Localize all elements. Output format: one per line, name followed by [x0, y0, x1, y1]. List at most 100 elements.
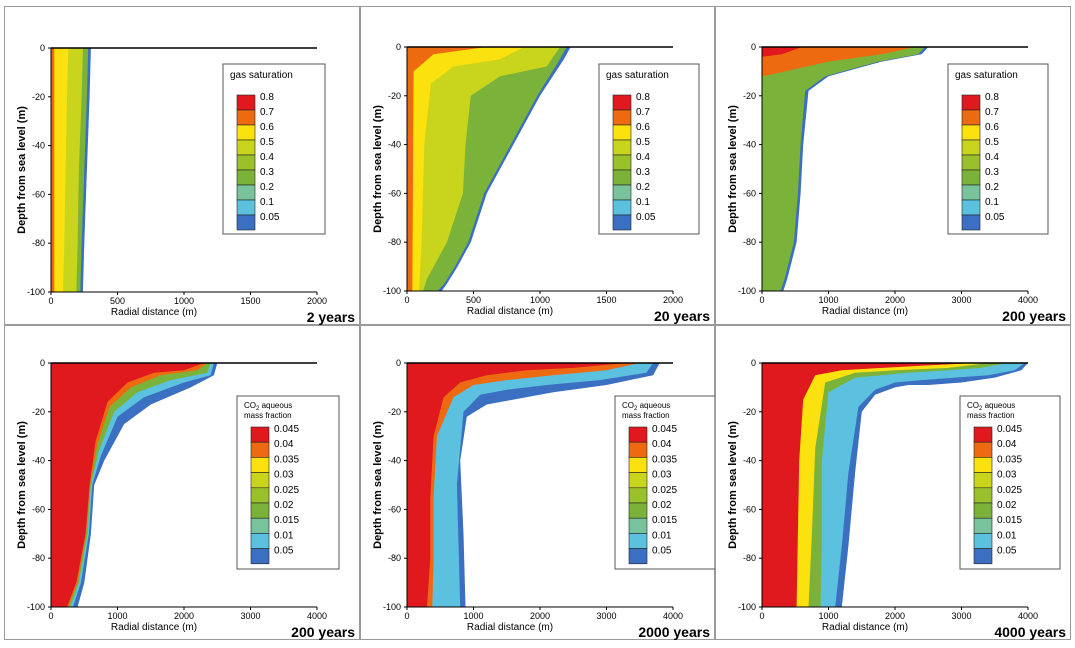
legend-swatch	[961, 109, 981, 126]
legend-swatch	[236, 94, 256, 111]
legend-label: 0.015	[274, 515, 299, 526]
legend-label: 0.05	[260, 212, 280, 223]
legend-label: 0.02	[652, 500, 672, 511]
y-tick-label: -80	[388, 553, 401, 563]
legend-label: 0.2	[260, 182, 274, 193]
x-tick-label: 1000	[107, 611, 127, 621]
legend-label: 0.05	[636, 212, 656, 223]
x-tick-label: 2000	[885, 295, 905, 305]
legend-swatch	[236, 184, 256, 201]
legend-swatch	[973, 533, 993, 549]
y-tick-label: 0	[40, 43, 45, 53]
legend-swatch	[250, 487, 270, 504]
legend-label: 0.045	[274, 424, 299, 435]
y-axis-label: Depth from sea level (m)	[16, 421, 28, 549]
legend-label: 0.015	[997, 515, 1022, 526]
legend-title: gas saturation	[955, 70, 1018, 81]
legend-swatch	[236, 109, 256, 126]
x-tick-label: 1000	[463, 611, 483, 621]
y-tick-label: -60	[743, 188, 756, 198]
legend-label: 0.04	[274, 439, 294, 450]
x-tick-label: 1000	[174, 296, 194, 306]
legend-swatch	[973, 548, 993, 565]
y-tick-label: -80	[743, 237, 756, 247]
x-axis-label: Radial distance (m)	[111, 622, 197, 633]
contour-region-0.045	[51, 363, 204, 607]
legend-label: 0.2	[985, 182, 999, 193]
y-tick-label: -100	[27, 287, 45, 297]
panel-6: 0 -20 -40 -60 -80 -100 0 1000 2000 3000 4000 Depth …	[715, 325, 1071, 640]
legend-label: 0.5	[636, 137, 650, 148]
x-tick-label: 1000	[818, 611, 838, 621]
legend-label: 0.05	[652, 546, 672, 557]
y-tick-label: -20	[743, 407, 756, 417]
time-label: 4000 years	[994, 624, 1066, 640]
legend-label: 0.025	[652, 485, 677, 496]
x-tick-label: 3000	[951, 611, 971, 621]
legend-swatch	[628, 426, 648, 443]
legend-swatch	[250, 533, 270, 549]
time-label: 20 years	[654, 308, 710, 324]
contour-chart-5: 0-20-40-60-80-1000 1000 2000 3000 4000Depth …	[372, 358, 716, 640]
legend-subtitle: mass fraction	[967, 411, 1015, 420]
y-tick-label: -100	[738, 602, 756, 612]
legend-label: 0.8	[985, 92, 999, 103]
legend-swatch	[973, 426, 993, 443]
legend-label: 0.03	[274, 470, 294, 481]
x-tick-label: 0	[48, 296, 53, 306]
legend-label: 0.7	[985, 107, 999, 118]
x-tick-label: 0	[404, 295, 409, 305]
contour-chart-3: 0-20-40-60-80-1000 1000 2000 3000 4000Depth …	[727, 42, 1066, 324]
legend-label: 0.025	[997, 485, 1022, 496]
legend-label: 0.045	[652, 424, 677, 435]
y-tick-label: -80	[32, 553, 45, 563]
y-axis-label: Depth from sea level (m)	[16, 106, 28, 234]
legend: gas saturation 0.8 0.7 0.6 0.5 0.4 0.3 0.2 0.1 0.…	[222, 63, 326, 235]
legend-swatch	[612, 214, 632, 231]
x-tick-label: 1000	[818, 295, 838, 305]
legend-label: 0.01	[652, 530, 672, 541]
legend-label: 0.01	[274, 530, 294, 541]
legend-label: 0.6	[985, 122, 999, 133]
legend-label: 0.2	[636, 182, 650, 193]
y-tick-label: -40	[32, 141, 45, 151]
legend-title: CO2 aqueous	[622, 401, 670, 412]
legend-title: CO2 aqueous	[244, 401, 292, 412]
legend-label: 0.1	[985, 197, 999, 208]
x-tick-label: 1000	[530, 295, 550, 305]
legend-swatch	[250, 441, 270, 458]
legend-swatch	[236, 169, 256, 186]
legend: gas saturation 0.8 0.7 0.6 0.5 0.4 0.3 0.2 0.1 0.…	[598, 63, 700, 235]
y-tick-label: -60	[388, 188, 401, 198]
contour-region-0.6	[407, 47, 524, 291]
legend-swatch	[612, 124, 632, 141]
legend-label: 0.6	[260, 122, 274, 133]
x-tick-label: 2000	[307, 296, 327, 306]
y-tick-label: -20	[743, 91, 756, 101]
legend-swatch	[250, 502, 270, 519]
legend-swatch	[612, 169, 632, 186]
contour-chart-4: 0-20-40-60-80-1000 1000 2000 3000 4000Depth …	[16, 358, 355, 640]
y-tick-label: -40	[388, 456, 401, 466]
legend-swatch	[961, 184, 981, 201]
legend-swatch	[236, 214, 256, 231]
legend-swatch	[236, 124, 256, 141]
legend-swatch	[250, 472, 270, 489]
legend-swatch	[973, 502, 993, 519]
y-tick-label: -80	[743, 553, 756, 563]
legend-swatch	[236, 139, 256, 156]
legend-swatch	[628, 502, 648, 519]
y-tick-label: 0	[396, 358, 401, 368]
x-tick-label: 1500	[596, 295, 616, 305]
y-axis-label: Depth from sea level (m)	[372, 105, 384, 233]
y-tick-label: -100	[27, 602, 45, 612]
y-tick-label: -40	[388, 140, 401, 150]
legend-label: 0.04	[652, 439, 672, 450]
time-label: 200 years	[1002, 308, 1066, 324]
legend-label: 0.05	[274, 546, 294, 557]
legend-swatch	[612, 184, 632, 201]
x-tick-label: 0	[404, 611, 409, 621]
legend-subtitle: mass fraction	[244, 411, 292, 420]
